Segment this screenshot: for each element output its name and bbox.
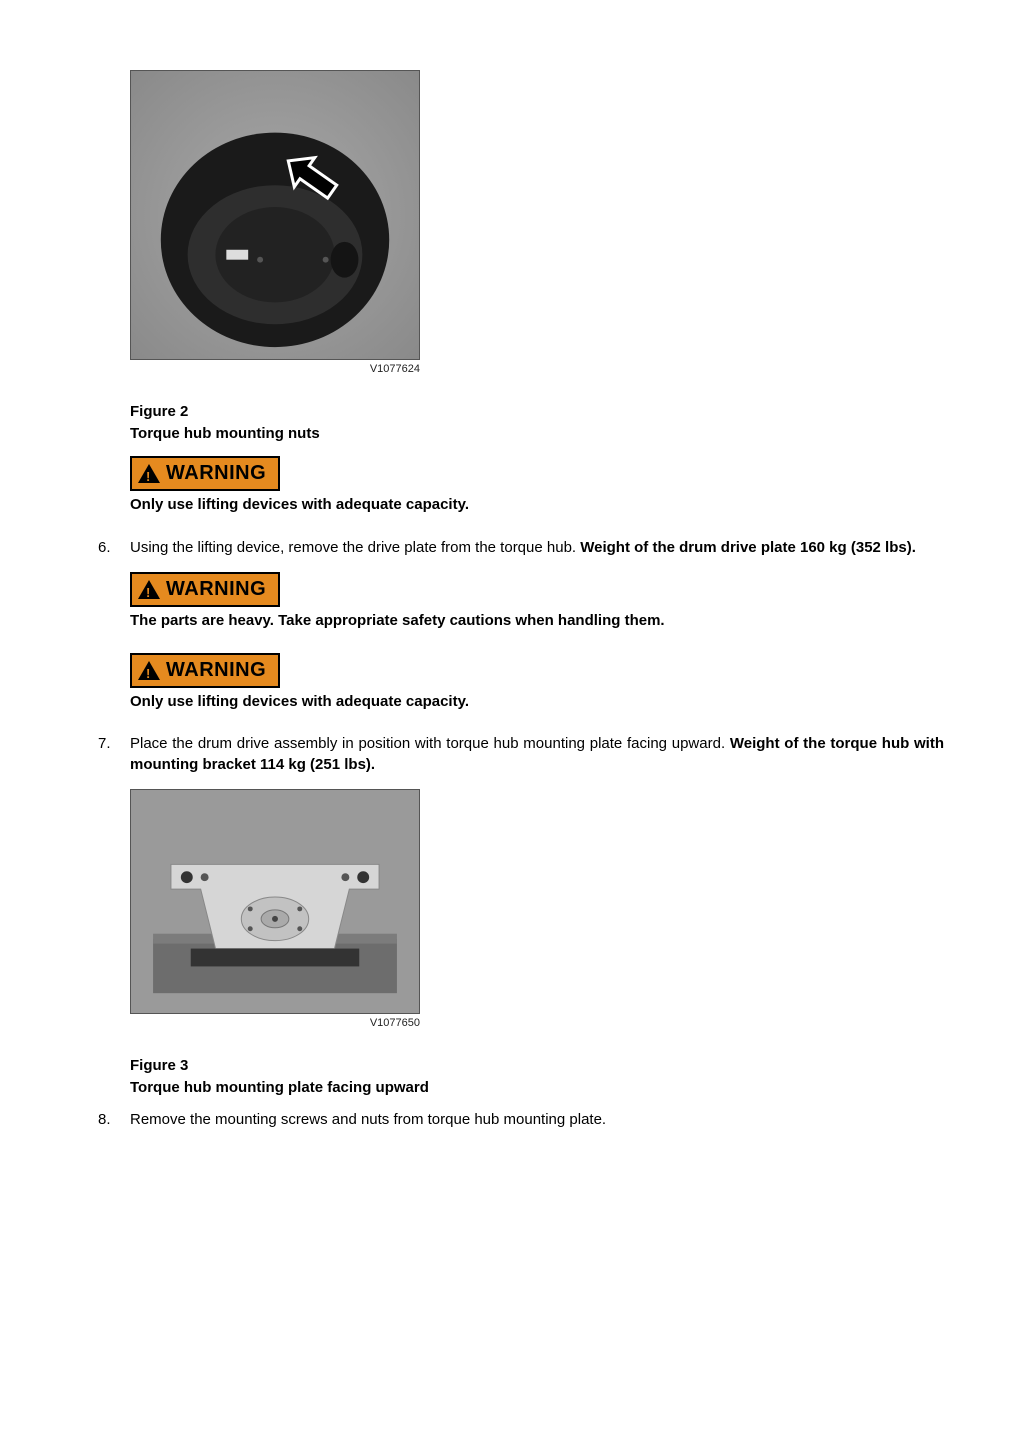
step-6-number: 6.: [98, 538, 111, 558]
step-list-3: 8. Remove the mounting screws and nuts f…: [80, 1110, 944, 1130]
step-8-number: 8.: [98, 1110, 111, 1130]
figure-2-label: Figure 2: [130, 402, 944, 422]
figure-2-image: [130, 70, 420, 360]
step-7-number: 7.: [98, 734, 111, 754]
warning-message-3: Only use lifting devices with adequate c…: [130, 692, 944, 712]
figure-3-caption: Torque hub mounting plate facing upward: [130, 1078, 944, 1098]
warning-label-text: WARNING: [166, 576, 266, 603]
figure-2-svg: [131, 71, 419, 359]
figure-2-block: V1077624 Figure 2 Torque hub mounting nu…: [130, 70, 944, 516]
warning-message-1: Only use lifting devices with adequate c…: [130, 495, 944, 515]
warning-message-2: The parts are heavy. Take appropriate sa…: [130, 611, 944, 631]
step-7: 7. Place the drum drive assembly in posi…: [80, 734, 944, 775]
step-6: 6. Using the lifting device, remove the …: [80, 538, 944, 558]
warning-badge-2: WARNING: [130, 572, 280, 607]
figure-3-image: [130, 789, 420, 1014]
step-6-text-a: Using the lifting device, remove the dri…: [130, 539, 580, 556]
figure-3-block: V1077650 Figure 3 Torque hub mounting pl…: [130, 789, 944, 1098]
step-list-2: 7. Place the drum drive assembly in posi…: [80, 734, 944, 775]
warning-label-text: WARNING: [166, 657, 266, 684]
step-8: 8. Remove the mounting screws and nuts f…: [80, 1110, 944, 1130]
figure-3-svg: [131, 790, 419, 1013]
figure-3-label: Figure 3: [130, 1056, 944, 1076]
step-7-text: Place the drum drive assembly in positio…: [130, 735, 944, 772]
step-6-text-b: Weight of the drum drive plate 160 kg (3…: [580, 539, 916, 556]
step-8-text: Remove the mounting screws and nuts from…: [130, 1111, 606, 1128]
warning-badge-1: WARNING: [130, 456, 280, 491]
step-6-text: Using the lifting device, remove the dri…: [130, 539, 916, 556]
figure-2-caption: Torque hub mounting nuts: [130, 424, 944, 444]
warning-triangle-icon: [138, 580, 160, 599]
warning-label-text: WARNING: [166, 460, 266, 487]
warning-triangle-icon: [138, 464, 160, 483]
warning-badge-3: WARNING: [130, 653, 280, 688]
figure-3-ref: V1077650: [130, 1016, 420, 1031]
warning-block-2: WARNING The parts are heavy. Take approp…: [130, 572, 944, 713]
figure-2-ref: V1077624: [130, 362, 420, 377]
warning-triangle-icon: [138, 661, 160, 680]
step-list: 6. Using the lifting device, remove the …: [80, 538, 944, 558]
step-7-text-a: Place the drum drive assembly in positio…: [130, 735, 730, 752]
